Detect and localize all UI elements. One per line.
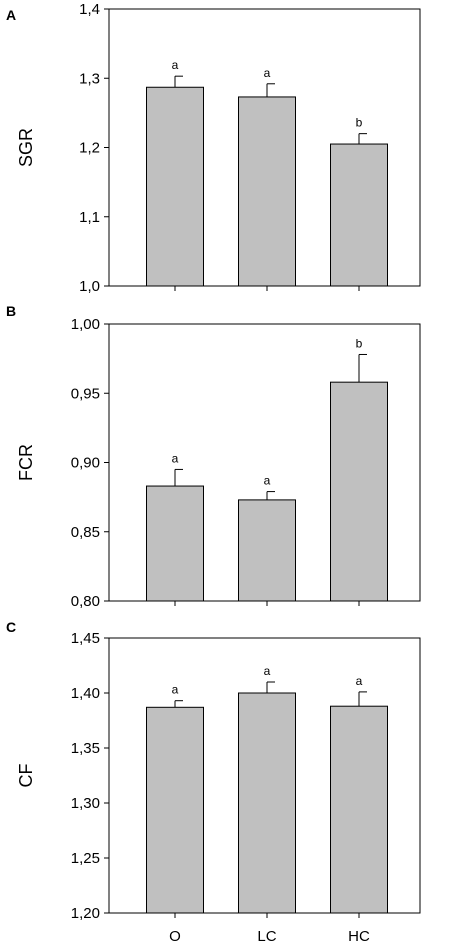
bar [330, 705, 388, 914]
y-tick-label: 1,25 [71, 850, 100, 867]
y-tick-label: 1,2 [79, 140, 100, 157]
y-tick-label: 1,30 [71, 795, 100, 812]
bar [330, 381, 388, 602]
x-tick-label: O [169, 928, 181, 945]
bar [146, 86, 204, 287]
y-tick-label: 1,0 [79, 278, 100, 295]
y-tick-label: 0,95 [71, 385, 100, 402]
y-tick-label: 0,85 [71, 524, 100, 541]
y-tick-label: 0,80 [71, 593, 100, 610]
significance-label: b [356, 336, 363, 350]
significance-label: a [264, 664, 271, 678]
panel-letter: B [6, 303, 16, 319]
y-tick-label: 1,40 [71, 685, 100, 702]
significance-label: a [172, 683, 179, 697]
panel-a: A 1,0 1,1 1,2 1,3 1,4 SGR a a b [6, 1, 421, 295]
bar [330, 143, 388, 287]
bar [146, 706, 204, 914]
y-tick-label: 1,1 [79, 209, 100, 226]
y-axis-label: CF [16, 764, 36, 788]
panel-b: B 0,80 0,85 0,90 0,95 1,00 FCR a a b [6, 303, 421, 610]
panel-c: C 1,20 1,25 1,30 1,35 1,40 1,45 CF a a a O LC HC [6, 619, 421, 945]
y-tick-label: 1,00 [71, 316, 100, 333]
significance-label: a [172, 451, 179, 465]
bar [238, 96, 296, 287]
panel-letter: C [6, 619, 16, 635]
significance-label: b [356, 116, 363, 130]
y-axis-label: SGR [16, 128, 36, 167]
bar [146, 485, 204, 602]
significance-label: a [356, 674, 363, 688]
panel-letter: A [6, 7, 16, 23]
y-axis-label: FCR [16, 444, 36, 481]
bar [238, 692, 296, 914]
x-tick-label: HC [348, 928, 370, 945]
y-tick-label: 1,4 [79, 1, 100, 18]
x-tick-label: LC [257, 928, 276, 945]
significance-label: a [264, 66, 271, 80]
y-tick-label: 1,35 [71, 740, 100, 757]
y-tick-label: 1,3 [79, 70, 100, 87]
y-tick-label: 1,45 [71, 630, 100, 647]
significance-label: a [264, 474, 271, 488]
y-tick-label: 1,20 [71, 905, 100, 922]
bar [238, 499, 296, 602]
significance-label: a [172, 58, 179, 72]
y-tick-label: 0,90 [71, 455, 100, 472]
